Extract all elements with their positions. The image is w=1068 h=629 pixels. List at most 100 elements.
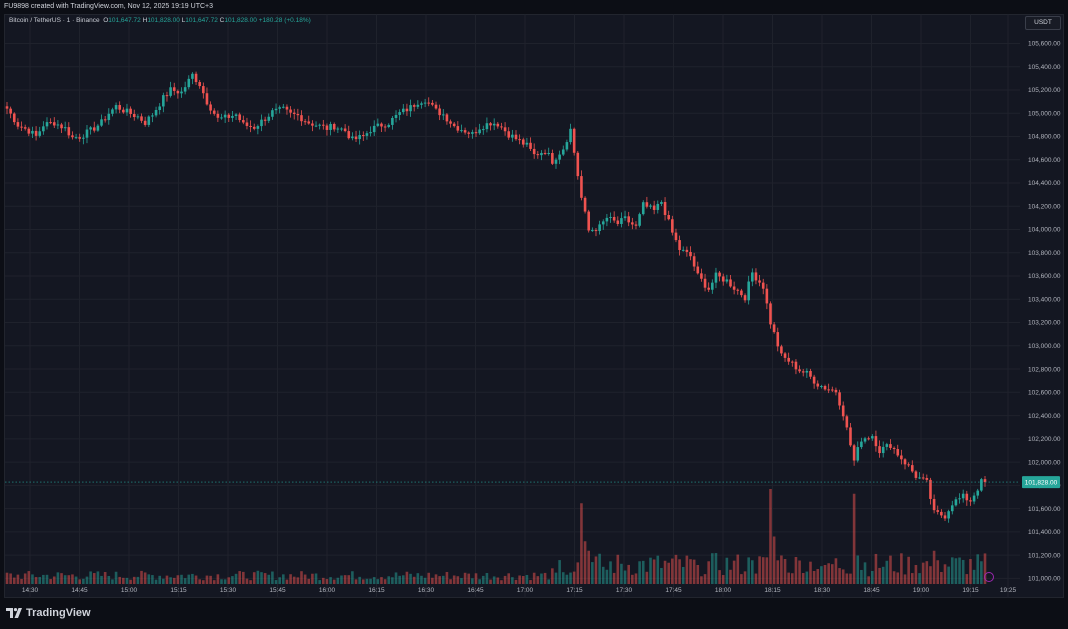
candle-body	[725, 279, 729, 282]
volume-bar	[805, 571, 809, 584]
volume-bar	[714, 553, 718, 584]
candle-body	[896, 449, 900, 456]
candle-body	[663, 202, 667, 216]
volume-bar	[111, 579, 114, 584]
volume-bar	[325, 579, 329, 584]
candle-body	[798, 369, 801, 372]
candle-body	[627, 216, 631, 223]
tradingview-logo[interactable]: TradingView	[6, 607, 91, 619]
x-tick-label: 15:15	[170, 587, 187, 594]
candle-body	[409, 105, 412, 112]
open-value: 101,647.72	[108, 17, 141, 24]
volume-bar	[27, 571, 31, 584]
volume-bar	[703, 574, 707, 584]
x-tick-label: 18:00	[715, 587, 732, 594]
chart-panel[interactable]	[4, 14, 1064, 598]
candle-body	[445, 114, 449, 122]
candle-body	[45, 122, 49, 127]
volume-bar	[685, 555, 689, 584]
volume-bar	[343, 575, 347, 584]
volume-bar	[103, 571, 107, 584]
volume-bar	[260, 572, 263, 584]
candle-body	[500, 126, 503, 128]
volume-bar	[441, 575, 445, 584]
volume-bar	[78, 579, 82, 584]
candle-body	[514, 134, 518, 140]
volume-bar	[409, 573, 412, 584]
candle-body	[921, 477, 925, 479]
volume-bar	[511, 577, 514, 584]
volume-bar	[431, 577, 434, 584]
candle-body	[794, 361, 798, 370]
volume-bar	[689, 559, 692, 584]
candle-body	[900, 455, 903, 460]
candle-body	[347, 131, 351, 139]
volume-bar	[500, 580, 503, 584]
volume-bar	[292, 576, 296, 584]
x-tick-label: 18:30	[814, 587, 831, 594]
candle-body	[838, 392, 841, 406]
candle-body	[285, 106, 289, 110]
volume-bar	[950, 557, 954, 584]
volume-bar	[467, 573, 471, 584]
candle-body	[841, 405, 845, 417]
volume-bar	[9, 573, 12, 584]
candle-body	[536, 154, 540, 156]
candle-body	[314, 125, 318, 127]
candle-body	[845, 416, 849, 428]
candle-body	[449, 121, 452, 124]
candle-body	[783, 353, 787, 358]
volume-bar	[492, 576, 496, 584]
candle-body	[685, 249, 689, 252]
candle-body	[885, 444, 889, 447]
candle-body	[278, 107, 281, 109]
candle-body	[660, 202, 663, 204]
candle-body	[351, 136, 354, 139]
volume-bar	[114, 571, 118, 584]
volume-bar	[660, 567, 663, 584]
candle-body	[89, 127, 92, 130]
low-label: L	[181, 17, 186, 24]
candle-body	[834, 389, 838, 393]
volume-bar	[834, 558, 838, 584]
candle-body	[965, 493, 969, 501]
volume-bar	[63, 575, 67, 584]
volume-bar	[838, 568, 841, 584]
candle-body	[950, 505, 954, 512]
candle-body	[696, 266, 700, 274]
candle-body	[158, 106, 161, 110]
volume-bar	[420, 575, 423, 584]
candle-body	[649, 205, 652, 207]
volume-bar	[754, 573, 758, 584]
volume-bar	[918, 573, 921, 584]
candle-body	[67, 127, 71, 136]
candle-body	[365, 133, 369, 136]
volume-bar	[132, 576, 136, 584]
candle-body	[532, 148, 536, 155]
candle-body	[954, 499, 958, 506]
volume-bar	[85, 576, 89, 584]
candle-body	[223, 114, 227, 118]
volume-bar	[234, 573, 238, 584]
volume-bar	[696, 565, 700, 584]
x-tick-label: 19:00	[913, 587, 930, 594]
volume-bar	[809, 561, 812, 584]
volume-bar	[209, 575, 212, 584]
volume-bar	[129, 579, 132, 584]
candle-body	[765, 288, 769, 304]
currency-button[interactable]: USDT	[1025, 16, 1061, 30]
candle-body	[551, 153, 554, 164]
volume-bar	[765, 557, 769, 584]
candle-body	[554, 159, 558, 164]
volume-bar	[503, 575, 507, 584]
y-tick-label: 102,600.00	[1028, 390, 1061, 397]
candle-body	[620, 218, 623, 224]
volume-bar	[507, 573, 511, 584]
volume-bar	[52, 576, 56, 584]
candle-body	[369, 132, 372, 134]
candle-body	[267, 116, 271, 121]
candle-body	[718, 272, 721, 277]
candle-body	[754, 272, 758, 281]
candle-body	[12, 113, 16, 123]
